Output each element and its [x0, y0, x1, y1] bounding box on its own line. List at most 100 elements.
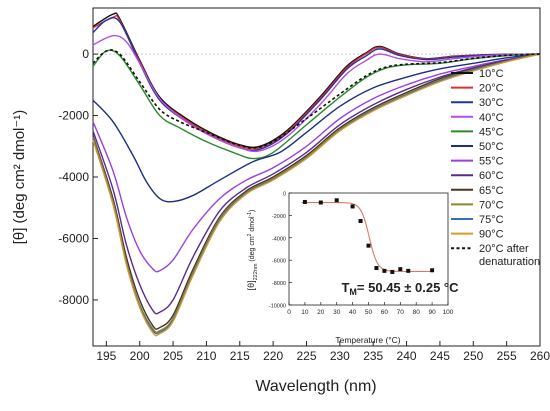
inset-y-label-rest2: dmol: [249, 216, 256, 234]
inset-data-point: [406, 268, 411, 273]
y-tick-label: -6000: [58, 231, 89, 245]
series-line-20c: [92, 14, 541, 150]
y-tick-label: -2000: [58, 109, 89, 123]
inset-x-tick-label: 30: [333, 309, 341, 316]
legend-label: 90°C: [479, 229, 504, 241]
inset-x-tick-label: 20: [317, 309, 325, 316]
inset-data-point: [366, 243, 371, 248]
inset-x-tick-label: 50: [365, 309, 373, 316]
inset-y-tick-label: -6000: [272, 259, 286, 265]
legend-label: 55°C: [479, 156, 504, 168]
inset-y-label-main: [θ]: [246, 280, 256, 290]
main-y-axis-label: [θ] (deg cm² dmol⁻¹): [11, 110, 28, 245]
x-tick-label: 225: [296, 349, 316, 363]
x-tick-label: 205: [163, 349, 183, 363]
tm-annotation-main: T: [341, 280, 349, 295]
inset-data-points: [302, 198, 435, 274]
legend-label: 10°C: [479, 68, 504, 80]
inset-y-tick-label: -4000: [272, 236, 286, 242]
inset-x-axis-ticks: 0 10 20 30 40 50 60 70 80 90 100: [287, 302, 454, 316]
sigmoid-fit-line: [301, 201, 434, 272]
x-tick-label: 195: [96, 349, 116, 363]
x-tick-label: 215: [230, 349, 250, 363]
main-x-axis-label: Wavelength (nm): [255, 378, 376, 395]
legend-label: 50°C: [479, 141, 504, 153]
legend-label: 40°C: [479, 112, 504, 124]
legend-label: 20°C: [479, 83, 504, 95]
main-plot: 195 200 205 210 215 220 225 230 235 240 245 250 255 2…: [11, 7, 550, 395]
series-line-40c: [92, 34, 541, 153]
y-tick-label: -4000: [58, 170, 89, 184]
main-x-axis-ticks: 195 200 205 210 215 220 225 230 235 240 245 250 255 2…: [96, 341, 550, 363]
inset-data-point: [302, 199, 307, 204]
inset-y-tick-label: -8000: [272, 281, 286, 287]
inset-y-tick-label: -10000: [269, 304, 286, 310]
inset-data-point: [374, 266, 379, 271]
legend-label: 65°C: [479, 185, 504, 197]
series-line-60c: [92, 53, 541, 315]
inset-x-axis-label: Temperature (°C): [335, 335, 400, 345]
inset-data-point: [350, 204, 355, 209]
series-line-55c: [92, 53, 541, 273]
main-y-axis-ticks: 0 -2000 -4000 -6000 -8000: [58, 47, 98, 307]
series-line-50c: [92, 53, 541, 203]
inset-x-tick-label: 60: [381, 309, 389, 316]
series-line-90c: [92, 53, 541, 337]
series-line-after: [92, 49, 541, 149]
inset-fit-curve: [301, 201, 434, 272]
legend: 10°C 20°C 30°C 40°C 45°C 50°C 55°C 60°C 65°C 70°C…: [451, 68, 540, 268]
inset-plot: 0 10 20 30 40 50 60 70 80 90 100 0 -2000 -4000 -6000 -…: [246, 192, 459, 346]
x-tick-label: 255: [497, 349, 517, 363]
legend-label-continued: denaturation: [479, 256, 540, 268]
inset-x-tick-label: 0: [287, 309, 291, 316]
inset-x-tick-label: 70: [397, 309, 405, 316]
x-tick-label: 200: [130, 349, 150, 363]
legend-label: 75°C: [479, 214, 504, 226]
inset-y-axis-label: [θ]222nm (deg cm2 dmol-1): [246, 210, 259, 291]
inset-x-tick-label: 80: [413, 309, 421, 316]
inset-y-label-sup2: -1: [247, 212, 253, 217]
legend-label: 45°C: [479, 126, 504, 138]
spectra-series: [92, 12, 541, 337]
inset-x-tick-label: 40: [349, 309, 357, 316]
x-tick-label: 210: [196, 349, 216, 363]
inset-y-axis-ticks: 0 -2000 -4000 -6000 -8000 -10000: [269, 192, 292, 310]
legend-label: 20°C after: [479, 243, 529, 255]
inset-x-tick-label: 10: [301, 309, 309, 316]
inset-data-point: [334, 198, 339, 203]
series-line-10c: [92, 12, 541, 149]
legend-label: 60°C: [479, 170, 504, 182]
y-tick-label: 0: [82, 47, 89, 61]
tm-annotation-value: = 50.45 ± 0.25 °C: [357, 280, 459, 295]
x-tick-label: 240: [397, 349, 417, 363]
tm-annotation-sub: M: [349, 287, 357, 297]
inset-y-label-sup: 2: [247, 233, 253, 236]
legend-label: 30°C: [479, 97, 504, 109]
x-tick-label: 235: [363, 349, 383, 363]
inset-data-point: [318, 200, 323, 205]
x-tick-label: 250: [463, 349, 483, 363]
x-tick-label: 260: [530, 349, 550, 363]
inset-y-tick-label: -2000: [272, 214, 286, 220]
inset-y-label-end: ): [249, 210, 256, 212]
inset-data-point: [358, 219, 363, 223]
inset-background: [289, 193, 448, 305]
inset-y-label-rest: (deg cm: [249, 236, 256, 263]
x-tick-label: 230: [330, 349, 350, 363]
inset-data-point: [398, 267, 403, 272]
x-tick-label: 245: [430, 349, 450, 363]
x-tick-label: 220: [263, 349, 283, 363]
inset-y-label-sub: 222nm: [253, 263, 259, 280]
inset-data-point: [430, 268, 435, 273]
tm-annotation: TM= 50.45 ± 0.25 °C: [341, 280, 459, 297]
series-line-65c: [92, 53, 541, 330]
inset-x-tick-label: 100: [443, 309, 454, 316]
inset-y-tick-label: 0: [283, 192, 286, 198]
inset-x-tick-label: 90: [428, 309, 436, 316]
inset-data-point: [382, 268, 387, 273]
legend-label: 70°C: [479, 199, 504, 211]
inset-data-point: [390, 269, 395, 274]
y-tick-label: -8000: [58, 293, 89, 307]
